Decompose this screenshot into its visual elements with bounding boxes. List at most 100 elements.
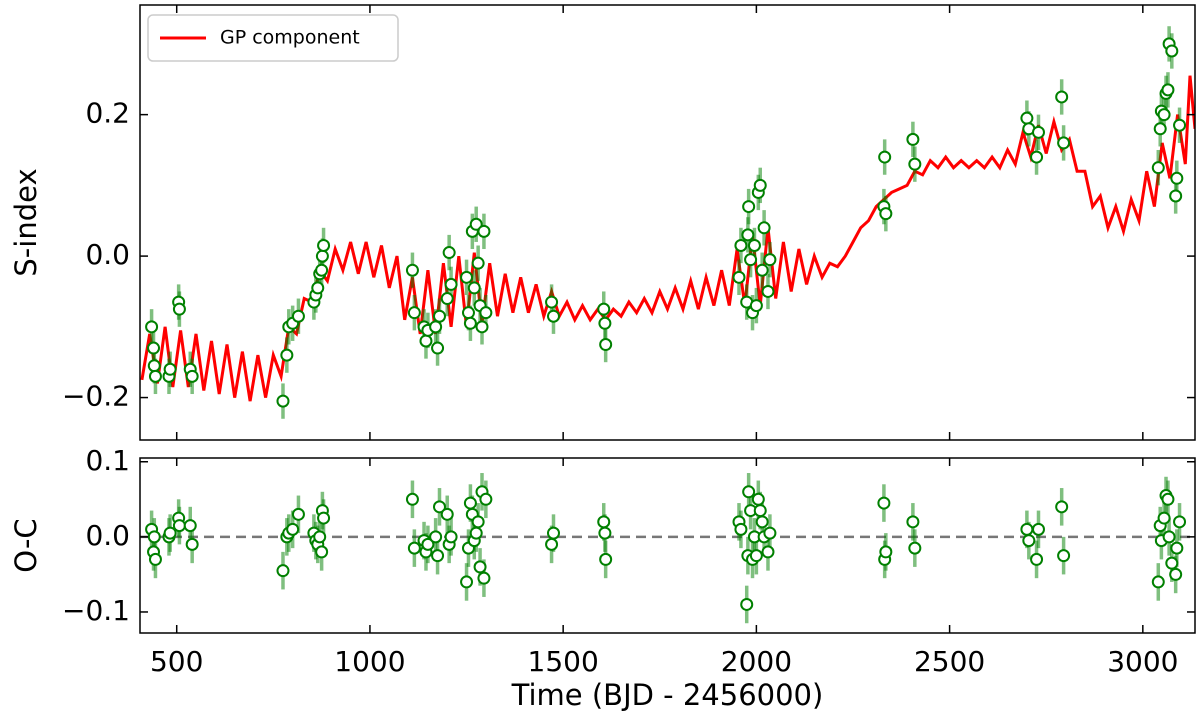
data-point xyxy=(473,560,487,574)
x-tick-label: 3000 xyxy=(1107,645,1178,678)
data-point xyxy=(185,537,199,551)
data-point xyxy=(291,507,305,521)
data-point xyxy=(1165,44,1179,58)
data-point xyxy=(1020,111,1034,125)
data-point xyxy=(276,394,290,408)
data-point xyxy=(1151,161,1165,175)
data-point xyxy=(1031,125,1045,139)
data-point xyxy=(908,541,922,555)
data-point xyxy=(1055,500,1069,514)
data-point xyxy=(741,228,755,242)
data-point xyxy=(311,281,325,295)
data-point xyxy=(597,515,611,529)
data-point xyxy=(908,157,922,171)
data-point xyxy=(479,492,493,506)
data-point xyxy=(1020,522,1034,536)
data-point xyxy=(546,309,560,323)
data-point xyxy=(183,519,197,533)
data-point xyxy=(317,238,331,252)
data-point xyxy=(313,530,327,544)
data-point xyxy=(1161,492,1175,506)
data-point xyxy=(598,526,612,540)
data-point xyxy=(1055,90,1069,104)
data-point xyxy=(440,292,454,306)
data-point xyxy=(432,500,446,514)
data-point xyxy=(1030,150,1044,164)
data-point xyxy=(879,207,893,221)
data-point xyxy=(407,541,421,555)
data-point xyxy=(757,221,771,235)
data-point xyxy=(315,545,329,559)
data-point xyxy=(734,238,748,252)
y-tick-label: 0.0 xyxy=(85,238,130,271)
y-tick-label: 0.0 xyxy=(85,519,130,552)
data-point xyxy=(1162,530,1176,544)
data-point xyxy=(405,492,419,506)
data-point xyxy=(147,341,161,355)
data-point xyxy=(463,496,477,510)
data-point xyxy=(1170,171,1184,185)
data-point xyxy=(467,281,481,295)
data-point xyxy=(598,316,612,330)
x-tick-label: 1500 xyxy=(528,645,599,678)
data-point xyxy=(1161,83,1175,97)
axes-frame xyxy=(139,457,1196,634)
data-point xyxy=(431,549,445,563)
data-point xyxy=(1165,556,1179,570)
data-point xyxy=(1057,549,1071,563)
data-point xyxy=(877,496,891,510)
data-point xyxy=(734,522,748,536)
data-point xyxy=(419,334,433,348)
data-point xyxy=(755,263,769,277)
data-point xyxy=(431,341,445,355)
data-point xyxy=(597,302,611,316)
data-point xyxy=(432,309,446,323)
data-point xyxy=(761,545,775,559)
data-point xyxy=(906,515,920,529)
data-point xyxy=(763,253,777,267)
data-point xyxy=(749,549,763,563)
data-point xyxy=(440,507,454,521)
data-point xyxy=(878,150,892,164)
data-point xyxy=(1153,122,1167,136)
x-tick-label: 500 xyxy=(150,645,203,678)
data-point xyxy=(1022,534,1036,548)
data-point xyxy=(475,320,489,334)
data-point xyxy=(469,526,483,540)
data-point xyxy=(545,537,559,551)
data-point xyxy=(1173,515,1187,529)
data-point xyxy=(461,306,475,320)
data-point xyxy=(460,270,474,284)
y-axis-label: S-index xyxy=(9,168,43,276)
data-point xyxy=(148,552,162,566)
data-point xyxy=(291,309,305,323)
data-point xyxy=(744,253,758,267)
legend-box xyxy=(147,14,399,62)
data-point xyxy=(421,537,435,551)
data-point xyxy=(747,238,761,252)
data-point xyxy=(471,256,485,270)
data-point xyxy=(471,515,485,529)
data-point xyxy=(1169,189,1183,203)
data-point xyxy=(460,575,474,589)
x-tick-label: 2500 xyxy=(914,645,985,678)
data-point xyxy=(477,224,491,238)
data-point xyxy=(147,359,161,373)
data-point xyxy=(1151,575,1165,589)
data-point xyxy=(315,249,329,263)
data-point xyxy=(1057,136,1071,150)
y-tick-label: −0.2 xyxy=(62,380,130,413)
data-point xyxy=(751,492,765,506)
data-point xyxy=(599,552,613,566)
data-point xyxy=(477,571,491,585)
data-point xyxy=(763,526,777,540)
data-point xyxy=(879,545,893,559)
data-point xyxy=(1157,511,1171,525)
data-point xyxy=(1170,541,1184,555)
data-point xyxy=(405,263,419,277)
data-point xyxy=(1157,108,1171,122)
x-tick-label: 2000 xyxy=(721,645,792,678)
y-tick-label: 0.1 xyxy=(85,444,130,477)
